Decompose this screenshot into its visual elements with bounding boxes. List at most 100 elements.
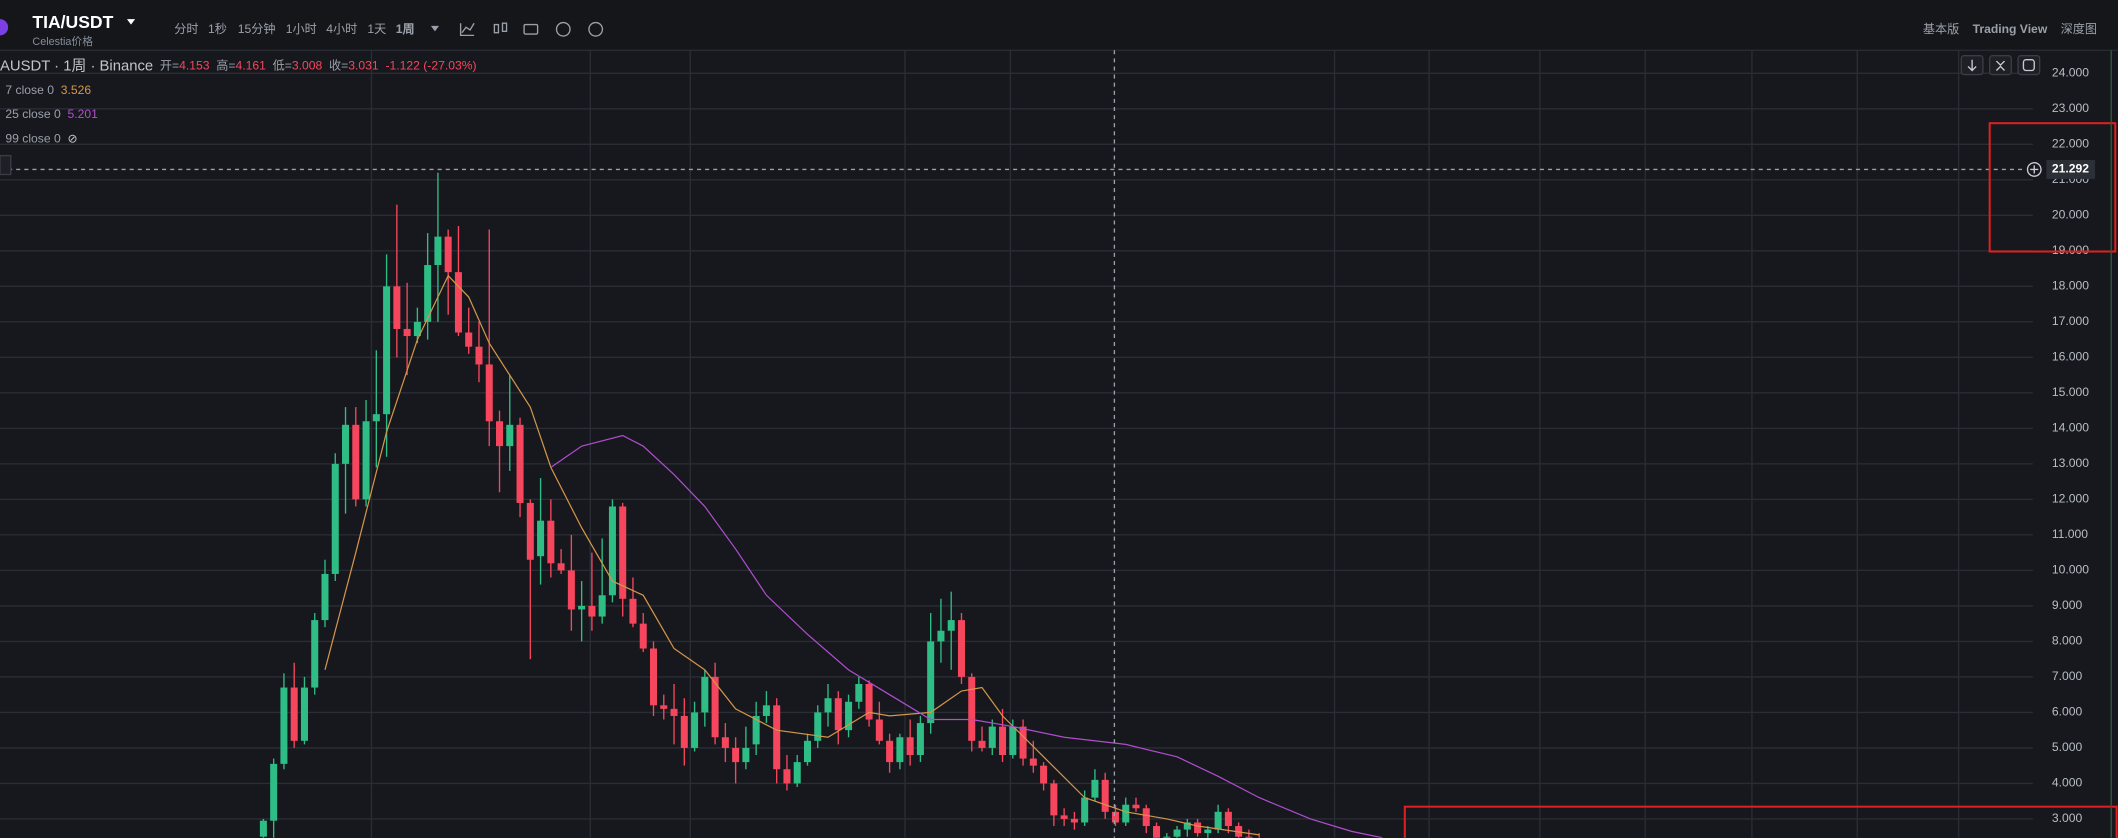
timeframe-button[interactable]: 1秒 bbox=[208, 22, 227, 36]
collapse-legend-button[interactable] bbox=[0, 154, 12, 176]
candle-body bbox=[567, 570, 575, 610]
y-tick-label: 20.000 bbox=[2052, 208, 2089, 222]
v-grid bbox=[370, 50, 1960, 838]
symbol[interactable]: TIA/USDT bbox=[32, 12, 113, 32]
candle-body bbox=[557, 563, 565, 571]
indicator-icon[interactable] bbox=[459, 22, 475, 37]
view-button[interactable]: Trading View bbox=[1973, 22, 2048, 36]
candle-body bbox=[526, 502, 534, 560]
coin-logo bbox=[0, 19, 9, 36]
candle-body bbox=[321, 573, 329, 621]
y-tick-label: 11.000 bbox=[2052, 527, 2088, 541]
candle-body bbox=[762, 705, 770, 716]
candle-body bbox=[547, 520, 555, 564]
chart-info: AUSDT · 1周 · Binance 开=4.153 高=4.161 低=3.00… bbox=[0, 57, 477, 74]
add-alert-plus bbox=[2030, 165, 2039, 174]
candle-body bbox=[968, 676, 976, 741]
y-tick-label: 12.000 bbox=[2052, 492, 2089, 506]
candle-body bbox=[444, 236, 452, 273]
candle-body bbox=[1060, 815, 1068, 819]
y-tick-label: 24.000 bbox=[2052, 66, 2089, 80]
y-tick-label: 7.000 bbox=[2052, 669, 2083, 683]
crosshair-price-label: 21.292 bbox=[2052, 162, 2089, 176]
timeframe-button[interactable]: 1小时 bbox=[286, 22, 317, 36]
fullscreen-button[interactable] bbox=[2017, 54, 2041, 76]
candle-body bbox=[793, 762, 801, 784]
candle-body bbox=[1009, 726, 1017, 756]
candle-body bbox=[845, 701, 853, 731]
timeframe-button[interactable]: 分时 bbox=[174, 22, 198, 36]
timeframe-button[interactable]: 1天 bbox=[367, 22, 386, 36]
candle-body bbox=[834, 698, 842, 731]
toolbar bbox=[0, 0, 2118, 51]
candle-body bbox=[947, 620, 955, 631]
view-button[interactable]: 基本版 bbox=[1923, 22, 1959, 36]
candle-body bbox=[506, 424, 514, 447]
candle-body bbox=[711, 676, 719, 738]
candle-body bbox=[331, 463, 339, 574]
candle-body bbox=[259, 820, 267, 837]
timeframe-button[interactable]: 4小时 bbox=[326, 22, 357, 36]
y-tick-label: 5.000 bbox=[2052, 740, 2083, 754]
candle-body bbox=[886, 740, 894, 763]
highlight-box bbox=[1988, 122, 2117, 253]
y-tick-label: 3.000 bbox=[2052, 811, 2083, 825]
y-tick-label: 19.000 bbox=[2052, 243, 2089, 257]
candle-body bbox=[485, 364, 493, 422]
add-alert-button[interactable] bbox=[2026, 162, 2042, 177]
candle-body bbox=[1050, 783, 1058, 816]
highlight-box bbox=[1403, 805, 2118, 838]
candle-body bbox=[311, 620, 319, 688]
candle-body bbox=[352, 424, 360, 500]
view-button[interactable]: 深度图 bbox=[2061, 21, 2097, 36]
moving-average-line bbox=[324, 274, 1260, 836]
screenshot-icon[interactable] bbox=[523, 23, 539, 35]
candle-body bbox=[865, 684, 873, 720]
candle-body bbox=[978, 740, 986, 748]
candle-body bbox=[1173, 829, 1181, 837]
ohlc-label: 开= bbox=[160, 59, 179, 73]
candle-body bbox=[280, 687, 288, 764]
candle-body bbox=[1019, 726, 1027, 759]
candle-body bbox=[413, 321, 421, 337]
candle-body bbox=[732, 747, 740, 763]
indicator-legend: 25 close 0 5.201 bbox=[5, 107, 98, 121]
candle-body bbox=[1122, 804, 1130, 823]
candle-body bbox=[598, 595, 606, 617]
timeframe-button[interactable]: 1周 bbox=[396, 22, 415, 36]
candle-body bbox=[424, 265, 432, 322]
candle-body bbox=[1204, 829, 1212, 834]
y-tick-label: 17.000 bbox=[2052, 314, 2089, 328]
candle-body bbox=[896, 737, 904, 763]
candle-type-icon-2 bbox=[501, 22, 508, 33]
candle-type-icon[interactable] bbox=[493, 23, 500, 34]
candle-body bbox=[721, 737, 729, 748]
candle-body bbox=[783, 769, 791, 784]
candle-body bbox=[393, 286, 401, 329]
candle-body bbox=[803, 740, 811, 763]
candle-body bbox=[300, 687, 308, 741]
candle-body bbox=[1070, 818, 1078, 823]
candle-body bbox=[454, 272, 462, 333]
indicator-name: 7 close 0 bbox=[5, 83, 54, 97]
candle-body bbox=[906, 737, 914, 756]
y-tick-label: 10.000 bbox=[2052, 563, 2089, 577]
symbol-dropdown[interactable] bbox=[126, 19, 136, 25]
ohlc-value: 4.153 bbox=[179, 59, 210, 73]
candle-body bbox=[1091, 779, 1099, 798]
candle-body bbox=[1183, 822, 1191, 830]
candle-body bbox=[588, 605, 596, 617]
settings-icon[interactable] bbox=[588, 21, 604, 37]
candle-body bbox=[1111, 811, 1119, 823]
fullscreen-icon bbox=[2022, 59, 2035, 72]
ohlc-label: 低= bbox=[273, 59, 292, 73]
more-timeframes[interactable] bbox=[430, 25, 439, 32]
add-icon[interactable] bbox=[555, 21, 571, 37]
candle-body bbox=[537, 520, 545, 557]
moving-average-line bbox=[550, 434, 1383, 838]
timeframe-button[interactable]: 15分钟 bbox=[238, 21, 276, 36]
indicator-legend: 7 close 0 3.526 bbox=[5, 83, 91, 97]
